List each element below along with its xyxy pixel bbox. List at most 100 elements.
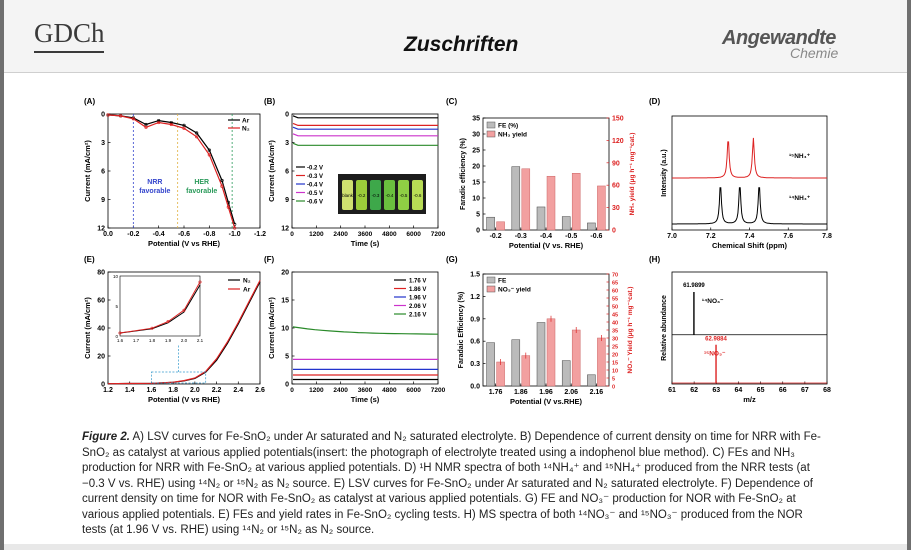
panel-g-ytick-label: 0.0 [470,384,480,391]
panel-g-right-ytick-label: 55 [612,297,618,303]
panel-c-bar-fe [587,222,596,231]
panel-e-ytick-label: 0 [101,382,105,389]
panel-a-ytick-label: 12 [97,226,105,233]
panel-f-ytick-label: 5 [285,354,289,361]
panel-a-ylabel: Current (mA/cm²) [83,140,92,202]
panel-b-xtick-label: 4800 [382,231,397,238]
panel-c-ytick-label: 10 [472,196,480,203]
panel-b-vial [356,180,367,210]
panel-b-vial [370,180,381,210]
panel-a-xtick-label: -0.4 [153,231,165,238]
panel-c-ytick-label: 35 [472,116,480,123]
panel-b-legend-label: -0.6 V [307,200,323,206]
panel-b-ytick-label: 6 [285,169,289,176]
panel-b-series--0.4 V [292,126,438,130]
panel-h-xtick-label: 64 [735,387,743,394]
panel-g-xlabel: Potential (V vs.RHE) [510,397,583,406]
panel-g-right-ytick-label: 0 [612,385,615,391]
panel-b-legend-label: -0.5 V [307,191,323,197]
panel-g-legend-swatch [486,285,496,293]
panel-a-legend-label: Ar [242,118,250,125]
panel-g-right-ytick-label: 10 [612,369,618,375]
panel-a-marker [182,126,186,130]
panel-b-vial-label: -0.4 [386,193,394,198]
panel-g-legend-swatch [486,276,496,284]
panel-b-series--0.3 V [292,122,438,127]
panel-d-xtick-label: 7.6 [783,233,793,240]
panel-h-xtick-label: 61 [668,387,676,394]
panel-c-ytick-label: 20 [472,164,480,171]
panel-a-marker [195,135,199,139]
panel-g-xtick-label: 1.96 [539,389,553,396]
panel-b-series--0.5 V [292,133,438,137]
panel-h-series-label-15: ¹⁵NO₃⁻ [704,351,726,358]
panel-h-peak-label-15: 62.9884 [705,337,727,343]
panel-g-right-ytick-label: 20 [612,353,618,359]
right-edge-bar [907,0,911,550]
panel-c-bar-fe [511,166,521,231]
caption-lead: Figure 2. [82,431,130,443]
panel-a-xtick-label: -1.2 [254,231,266,238]
panel-f-series-2.16 V [292,326,439,335]
panel-a-annotation-nrr: NRR [147,179,162,186]
figure-2: (A) 0.0 -0.2 -0.4 -0.6 -0.8 -1.0 -1.2 0 3 6 9 12 Pote… [83,97,832,406]
panel-c-ylabel-right: NH₃ yield (μg h⁻¹ mg⁻¹cat.) [629,133,636,216]
panel-h-xtick-label: 62 [690,387,698,394]
panel-h-xtick-label: 68 [823,387,831,394]
panel-b-vial [412,180,423,210]
panel-e-inset-marker [118,331,122,335]
panel-g-right-ytick-label: 35 [612,329,618,335]
panel-b-series--0.2 V [292,115,438,119]
panel-g-label: (G) [446,255,458,264]
panel-h-label: (H) [649,255,660,264]
caption-text: A) LSV curves for Fe-SnO₂ under Ar satur… [82,431,821,536]
panel-g-ytick-label: 0.9 [470,316,480,323]
panel-g-xtick-label: 2.16 [590,389,604,396]
panel-e-xtick-label: 1.6 [147,387,157,394]
panel-e-series-Ar [107,280,261,385]
panel-g-xtick-label: 1.76 [489,389,503,396]
panel-e-inset-marker [166,320,170,324]
panel-c-xtick-label: -0.2 [490,233,502,240]
panel-c-bar-yield [597,185,606,231]
panel-g-bar-fe [536,322,546,387]
panel-c-bar-fe [536,206,546,231]
panel-e-ytick-label: 40 [97,326,105,333]
panel-g-bar-yield [597,337,606,387]
header-divider [4,72,907,73]
panel-h-ylabel: Relative abundance [661,295,668,361]
panel-c-xtick-label: -0.6 [590,233,602,240]
panel-g-right-ytick-label: 5 [612,377,615,383]
panel-g-bar-fe [587,374,596,387]
panel-g-right-ytick-label: 65 [612,281,618,287]
panel-g-ylabel-right: NO₃⁻ Yield (μg h⁻¹ mg⁻¹cat.) [627,287,634,374]
panel-c-right-ytick-label: 120 [612,138,624,145]
panel-c-right-ytick-label: 90 [612,160,620,167]
panel-f-xtick-label: 6000 [406,387,421,394]
panel-b-legend-label: -0.2 V [307,166,323,172]
panel-a-marker [157,120,161,125]
panel-g-bar-yield [546,318,556,387]
panel-a-marker [226,205,230,209]
panel-b-vial-label: -0.5 [400,193,408,198]
panel-e-xtick-label: 2.6 [255,387,265,394]
page-header: GDCh Zuschriften Angewandte Chemie [4,0,907,72]
panel-c-legend-swatch [486,121,496,129]
panel-b-label: (B) [264,97,275,106]
panel-e-inset-marker [182,308,186,312]
panel-b-ytick-label: 0 [285,112,289,119]
panel-e-legend-label: Ar [243,287,251,294]
panel-c-bar-yield [546,175,556,231]
panel-f-ytick-label: 20 [281,270,289,277]
panel-f-xtick-label: 0 [290,387,294,394]
panel-e-inset-ytick: 10 [113,274,119,279]
panel-h-xtick-label: 65 [757,387,765,394]
figure-caption: Figure 2. A) LSV curves for Fe-SnO₂ unde… [82,430,827,539]
panel-b-xlabel: Time (s) [351,239,380,248]
panel-e-inset-marker [150,326,154,330]
panel-a-marker [220,184,224,188]
panel-e-xlabel: Potential (V vs RHE) [148,395,221,404]
panel-d-ylabel: Intensity (a.u.) [661,149,668,196]
panel-e-inset-xtick: 1.8 [149,338,156,343]
panel-h-xtick-label: 66 [779,387,787,394]
